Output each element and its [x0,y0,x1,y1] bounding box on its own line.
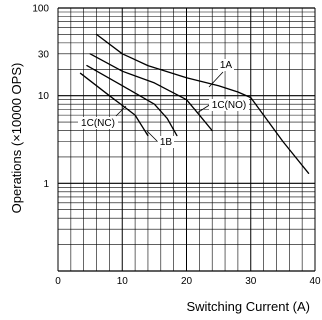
leader-line-1c-no [196,103,212,114]
series-line-1a [95,33,310,174]
x-tick-label: 20 [181,276,193,287]
leader-line-1b [146,130,158,142]
leader-line-1a [208,71,224,88]
curves [79,33,310,174]
leader-line-1c-nc [115,105,127,117]
y-tick-label: 100 [32,4,49,15]
series-label-bg-1b [158,136,174,148]
y-axis-label: Operations (×10000 OPS) [9,63,24,214]
x-axis-label: Switching Current (A) [186,299,310,314]
series-label-bg-1c-nc [78,117,118,129]
x-tick-label: 40 [309,276,321,287]
series-line-1b [86,64,178,137]
series-line-1c-nc [79,72,149,137]
series-label-bg-1a [218,59,234,71]
series-label-1a: 1A [220,60,233,71]
series-label-1c-nc: 1C(NC) [81,118,115,129]
x-tick-label: 10 [117,276,129,287]
series-line-1c-no [89,53,213,132]
y-tick-label: 10 [38,91,50,102]
annotations: 1A 1C(NO) 1B 1C(NC) [78,59,249,148]
series-label-bg-1c-no [209,99,249,111]
tick-labels: 0 10 20 30 40 1 10 30 100 [32,4,321,288]
series-label-1c-no: 1C(NO) [212,100,246,111]
x-tick-label: 30 [245,276,257,287]
y-tick-label: 1 [43,179,49,190]
x-tick-label: 0 [55,276,61,287]
grid [57,7,316,272]
y-tick-label: 30 [38,49,50,60]
series-label-1b: 1B [160,137,173,148]
